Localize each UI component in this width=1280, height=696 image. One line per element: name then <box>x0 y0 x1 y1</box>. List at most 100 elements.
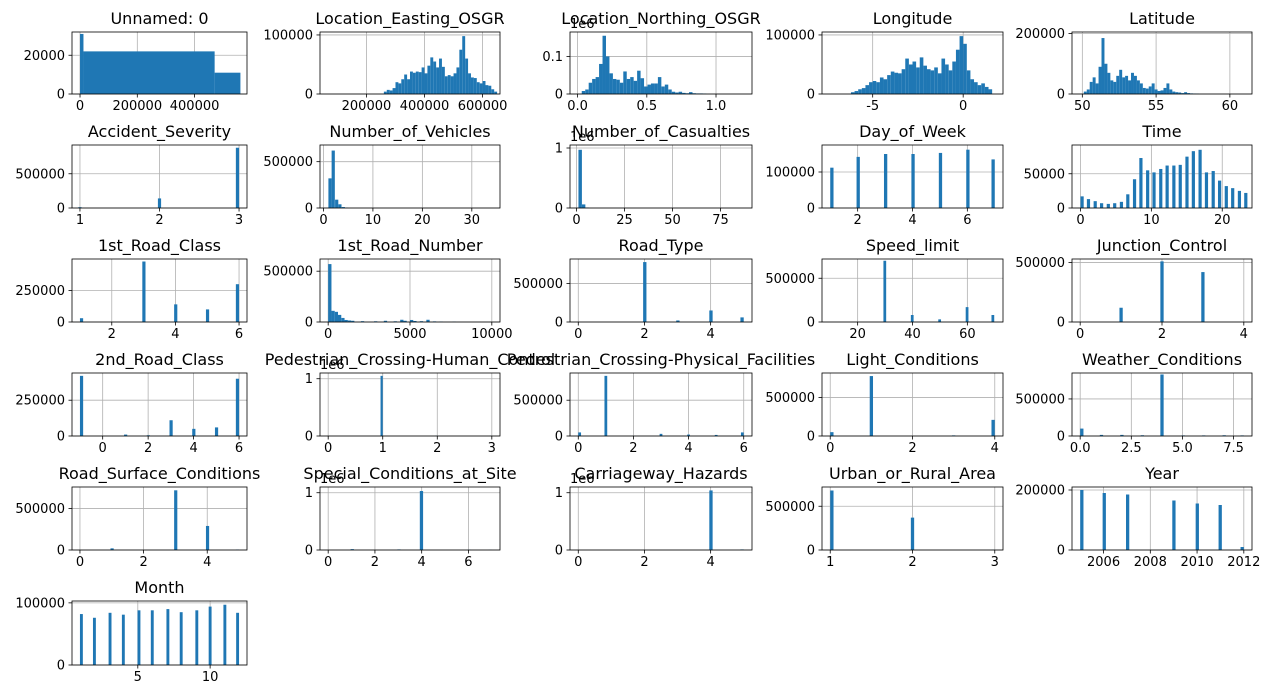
x-tick-label: 6 <box>963 213 971 228</box>
histogram-bar <box>1201 272 1204 322</box>
histogram-bar <box>905 59 909 94</box>
x-tick-label: 4 <box>908 213 916 228</box>
histogram-bar <box>857 157 860 208</box>
histogram-bar <box>668 89 671 94</box>
x-tick-label: 25 <box>616 213 633 228</box>
histogram-bar <box>335 200 338 208</box>
histogram-bar <box>1113 82 1116 94</box>
y-tick-label: 500000 <box>765 272 815 287</box>
y-tick-label: 0 <box>305 88 313 103</box>
histogram-bar <box>1080 429 1083 436</box>
y-tick-label: 0 <box>305 316 313 331</box>
x-tick-label: 0 <box>1076 327 1084 342</box>
histogram-bar <box>658 77 661 94</box>
histogram-bar <box>93 618 96 665</box>
y-tick-label: 0 <box>1057 202 1065 217</box>
x-tick-label: 4 <box>706 555 714 570</box>
histogram-bar <box>830 491 833 551</box>
histogram-bar <box>641 78 644 94</box>
histogram-bar <box>381 376 383 436</box>
histogram-bar <box>485 85 488 94</box>
x-tick-label: 200000 <box>112 99 162 114</box>
histogram-bar <box>1087 199 1090 208</box>
axes-frame <box>72 487 247 550</box>
histogram-bar <box>1103 493 1106 550</box>
histogram-bar <box>456 67 459 94</box>
histogram-bar <box>1081 196 1084 208</box>
x-tick-label: 2006 <box>1087 555 1120 570</box>
histogram-bar <box>151 610 154 665</box>
histogram-bar <box>1218 181 1221 208</box>
y-tick-label: 100000 <box>765 28 815 43</box>
histogram-bar <box>902 69 906 94</box>
x-tick-label: 30 <box>464 213 481 228</box>
histogram-bar <box>913 62 917 94</box>
x-tick-label: 0.0 <box>1070 441 1091 456</box>
histogram-bar <box>425 73 428 94</box>
axes-frame <box>570 487 752 550</box>
x-tick-label: 0 <box>76 555 84 570</box>
histogram-bar <box>585 89 588 94</box>
x-tick-label: 4 <box>171 327 179 342</box>
histogram-bar <box>387 90 390 94</box>
x-tick-label: 0.0 <box>567 99 588 114</box>
histogram-bar <box>180 612 183 665</box>
histogram-bar <box>1137 80 1140 94</box>
histogram-bar <box>338 315 341 322</box>
histogram-bar <box>1080 490 1083 550</box>
subplot-title: 1st_Road_Class <box>98 236 221 256</box>
histogram-bar <box>1160 261 1163 322</box>
histogram-bar <box>1096 83 1099 94</box>
y-tick-label: 0 <box>305 544 313 559</box>
subplot-title: Weather_Conditions <box>1082 350 1242 370</box>
histogram-bar <box>491 89 494 94</box>
y-tick-label: 0 <box>305 202 313 217</box>
histogram-bar <box>1146 89 1149 94</box>
histogram-bar <box>1166 83 1169 94</box>
x-tick-label: 20 <box>414 213 431 228</box>
y-tick-label: 100000 <box>765 166 815 181</box>
histogram-bar <box>477 82 480 94</box>
histogram-bar <box>166 609 169 665</box>
x-tick-label: 2008 <box>1134 555 1167 570</box>
x-tick-label: 0 <box>324 441 332 456</box>
histogram-bar <box>966 307 969 322</box>
histogram-bar <box>1196 504 1199 551</box>
histogram-bar <box>991 315 994 322</box>
histogram-bar <box>1219 505 1222 550</box>
x-tick-label: 10000 <box>471 327 512 342</box>
histogram-bar <box>206 309 209 322</box>
histogram-bar <box>1158 91 1161 94</box>
histogram-bar <box>927 69 931 94</box>
y-tick-label: 0 <box>555 316 563 331</box>
x-tick-label: 7.5 <box>1223 441 1244 456</box>
axes-frame <box>570 145 752 208</box>
histogram-bar <box>898 73 902 94</box>
y-tick-label: 0 <box>555 88 563 103</box>
y-tick-label: 1 <box>305 486 313 501</box>
histogram-bar <box>634 81 637 94</box>
histogram-bar <box>404 75 407 94</box>
histogram-bar <box>430 57 433 94</box>
histogram-bar <box>620 83 623 94</box>
axes-frame <box>72 373 247 436</box>
histogram-bar <box>923 66 927 94</box>
y-tick-label: 0 <box>57 316 65 331</box>
subplot-title: Day_of_Week <box>859 122 967 142</box>
histogram-bar <box>462 36 465 94</box>
histogram-bar <box>985 87 989 94</box>
histogram-bar <box>1159 169 1162 208</box>
x-tick-label: 6 <box>740 441 748 456</box>
histogram-bar <box>949 70 953 94</box>
x-tick-label: 600000 <box>458 99 508 114</box>
histogram-bar <box>433 62 436 94</box>
y-tick-label: 20000 <box>24 49 65 64</box>
histogram-bar <box>1125 76 1128 94</box>
histogram-bar <box>407 79 410 94</box>
x-tick-label: 10 <box>365 213 382 228</box>
histogram-bar <box>1133 179 1136 208</box>
y-tick-label: 0 <box>1057 88 1065 103</box>
